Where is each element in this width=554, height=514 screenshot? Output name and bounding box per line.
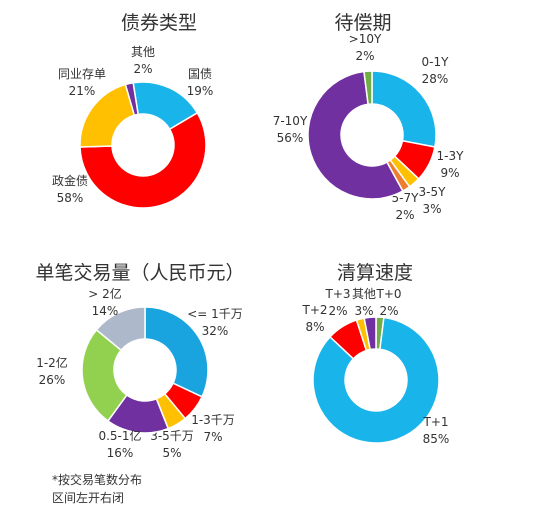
data-label-2-2: 3-5千万 5% [150,429,194,460]
data-label-3-1: T+1 85% [422,415,449,446]
footnote-line-2: 区间左开右闭 [52,491,125,505]
chart-title-settlement: 清算速度 [336,262,413,284]
chart-title-bond-type: 债券类型 [120,12,197,34]
data-label-3-4: 其他 3% [352,287,376,318]
slice-1-4 [307,70,404,200]
donut-chart-2: <= 1千万 32% 1-3千万 7%3-5千万 5% 0.5-1亿 16% 1-2亿 26% >… [36,286,243,460]
data-label-0-0: 国债 19% [187,67,214,98]
slice-1-0 [371,70,437,148]
data-label-2-0: <= 1千万 32% [187,307,243,338]
data-label-0-1: 政金债 58% [52,173,88,205]
slice-0-1 [79,111,207,209]
data-label-2-4: 1-2亿 26% [36,355,68,387]
data-label-1-5: >10Y 2% [349,32,382,63]
data-label-2-1: 1-3千万 7% [191,413,235,444]
slice-1-5 [363,70,373,106]
data-label-0-3: 其他 2% [131,45,155,76]
data-label-1-0: 0-1Y 28% [422,55,450,86]
donut-chart-3: T+0 2% T+1 85% T+2 8%T+3 2%其他 3% [301,287,449,446]
data-label-0-2: 同业存单 21% [58,67,106,98]
chart-title-maturity: 待偿期 [334,12,392,34]
data-label-2-5: > 2亿 14% [88,286,122,318]
footnote: *按交易笔数分布 区间左开右闭 [52,471,142,507]
data-label-1-1: 1-3Y 9% [437,149,465,180]
slice-2-5 [95,306,146,352]
chart-title-trade-size: 单笔交易量（人民币元） [35,262,245,284]
slice-3-1 [312,316,440,444]
slice-2-0 [144,306,209,398]
data-label-1-4: 7-10Y 56% [273,114,308,145]
data-label-3-2: T+2 8% [301,303,327,334]
data-label-3-3: T+3 2% [324,287,350,318]
data-label-3-0: T+0 2% [375,287,401,318]
donut-chart-1: 0-1Y 28% 1-3Y 9% 3-5Y 3%5-7Y 2% 7-10Y 56% >10Y 2% [273,32,464,222]
footnote-line-1: *按交易笔数分布 [52,473,143,487]
slice-0-3 [124,81,140,117]
donut-chart-0: 国债 19% 政金债 58% 同业存单 21% 其他 2% [52,45,214,209]
data-label-1-2: 3-5Y 3% [419,185,447,216]
slice-2-4 [81,328,128,423]
data-label-1-3: 5-7Y 2% [392,191,420,222]
data-label-2-3: 0.5-1亿 16% [98,428,141,460]
slice-3-4 [363,316,377,351]
